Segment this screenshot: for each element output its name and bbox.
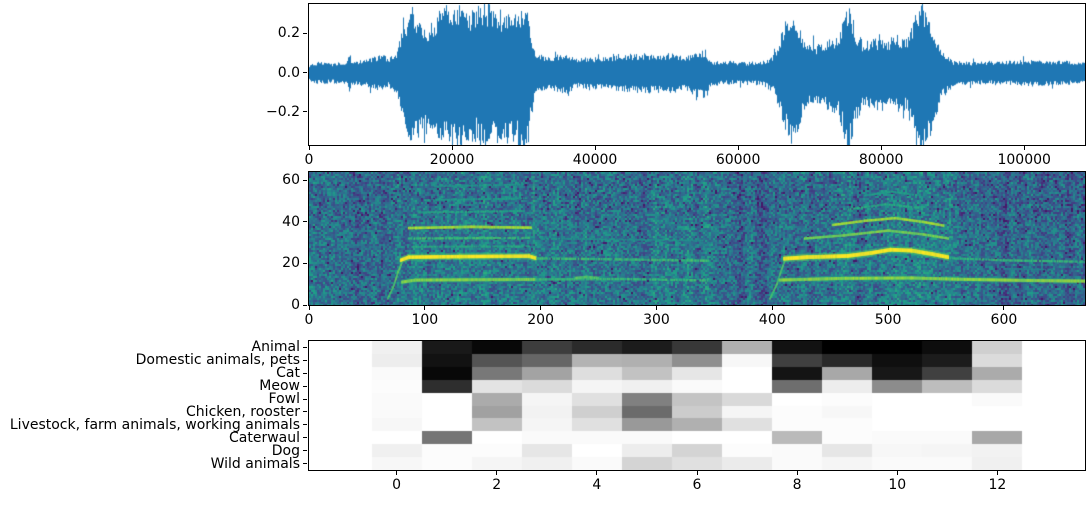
scores-y-tick-mark: [303, 398, 307, 400]
spectrogram-x-tick-label: 100: [411, 312, 439, 328]
waveform-x-tick-mark: [1023, 146, 1025, 150]
scores-y-tick-mark: [303, 463, 307, 465]
scores-x-tick-label: 0: [392, 477, 402, 493]
scores-x-tick-mark: [396, 471, 398, 475]
spectrogram-plot: [308, 171, 1086, 306]
scores-x-tick-mark: [496, 471, 498, 475]
spectrogram-y-tick-label: 60: [282, 172, 300, 189]
waveform-y-tick-mark: [303, 111, 307, 113]
category-label: Chicken, rooster: [186, 403, 300, 420]
scores-y-tick-mark: [303, 359, 307, 361]
category-label: Cat: [276, 365, 300, 382]
spectrogram-x-tick-mark: [655, 306, 657, 310]
waveform-x-tick-label: 40000: [572, 152, 618, 168]
scores-y-tick-mark: [303, 385, 307, 387]
waveform-plot: [308, 3, 1086, 146]
category-label: Dog: [271, 442, 300, 459]
category-label: Wild animals: [210, 455, 300, 472]
waveform-y-tick-label: 0.0: [277, 64, 300, 81]
spectrogram-x-tick-label: 400: [758, 312, 786, 328]
spectrogram-x-tick-mark: [1003, 306, 1005, 310]
spectrogram-x-tick-mark: [540, 306, 542, 310]
category-label: Domestic animals, pets: [135, 352, 300, 369]
spectrogram-y-tick-label: 0: [291, 297, 300, 313]
scores-x-tick-mark: [996, 471, 998, 475]
waveform-x-tick-mark: [737, 146, 739, 150]
waveform-y-tick-label: 0.2: [277, 25, 300, 42]
scores-x-tick-label: 2: [492, 477, 502, 493]
spectrogram-x-tick-mark: [887, 306, 889, 310]
class-scores-canvas: [309, 341, 1085, 470]
scores-x-tick-mark: [796, 471, 798, 475]
scores-x-tick-label: 8: [792, 477, 802, 493]
waveform-x-tick-mark: [880, 146, 882, 150]
waveform-x-tick-mark: [308, 146, 310, 150]
class-scores-plot: [308, 340, 1086, 471]
waveform-x-tick-label: 60000: [715, 152, 761, 168]
spectrogram-x-tick-label: 500: [874, 312, 902, 328]
spectrogram-y-tick-mark: [303, 221, 307, 223]
spectrogram-x-tick-label: 200: [527, 312, 555, 328]
spectrogram-x-tick-label: 300: [643, 312, 670, 328]
category-label: Meow: [259, 378, 300, 395]
spectrogram-x-tick-mark: [424, 306, 426, 310]
scores-y-tick-mark: [303, 450, 307, 452]
scores-x-tick-mark: [696, 471, 698, 475]
spectrogram-y-tick-mark: [303, 262, 307, 264]
spectrogram-x-tick-label: 0: [304, 312, 314, 328]
waveform-x-tick-label: 80000: [858, 152, 904, 168]
category-label: Animal: [251, 339, 300, 356]
scores-x-tick-label: 4: [592, 477, 602, 493]
waveform-y-tick-mark: [303, 72, 307, 74]
waveform-y-tick-label: −0.2: [266, 103, 300, 120]
spectrogram-y-tick-label: 40: [282, 213, 300, 230]
spectrogram-y-tick-mark: [303, 179, 307, 181]
scores-x-tick-label: 12: [988, 477, 1007, 493]
spectrogram-x-tick-mark: [308, 306, 310, 310]
waveform-x-tick-mark: [594, 146, 596, 150]
category-label: Fowl: [268, 391, 300, 408]
scores-x-tick-mark: [596, 471, 598, 475]
scores-y-tick-mark: [303, 372, 307, 374]
scores-x-tick-mark: [896, 471, 898, 475]
category-label: Caterwaul: [228, 429, 300, 446]
spectrogram-canvas: [309, 172, 1085, 305]
waveform-y-tick-mark: [303, 32, 307, 34]
scores-x-tick-label: 10: [888, 477, 907, 493]
spectrogram-x-tick-mark: [771, 306, 773, 310]
spectrogram-x-tick-label: 600: [990, 312, 1018, 328]
waveform-canvas: [309, 4, 1085, 145]
waveform-x-tick-label: 100000: [997, 152, 1051, 168]
spectrogram-y-tick-mark: [303, 304, 307, 306]
waveform-x-tick-label: 0: [304, 152, 314, 168]
waveform-x-tick-label: 20000: [429, 152, 475, 168]
spectrogram-y-tick-label: 20: [282, 255, 300, 272]
waveform-x-tick-mark: [451, 146, 453, 150]
category-label: Livestock, farm animals, working animals: [9, 416, 300, 433]
scores-y-tick-mark: [303, 411, 307, 413]
scores-x-tick-label: 6: [692, 477, 702, 493]
scores-y-tick-mark: [303, 437, 307, 439]
scores-y-tick-mark: [303, 424, 307, 426]
scores-y-tick-mark: [303, 346, 307, 348]
